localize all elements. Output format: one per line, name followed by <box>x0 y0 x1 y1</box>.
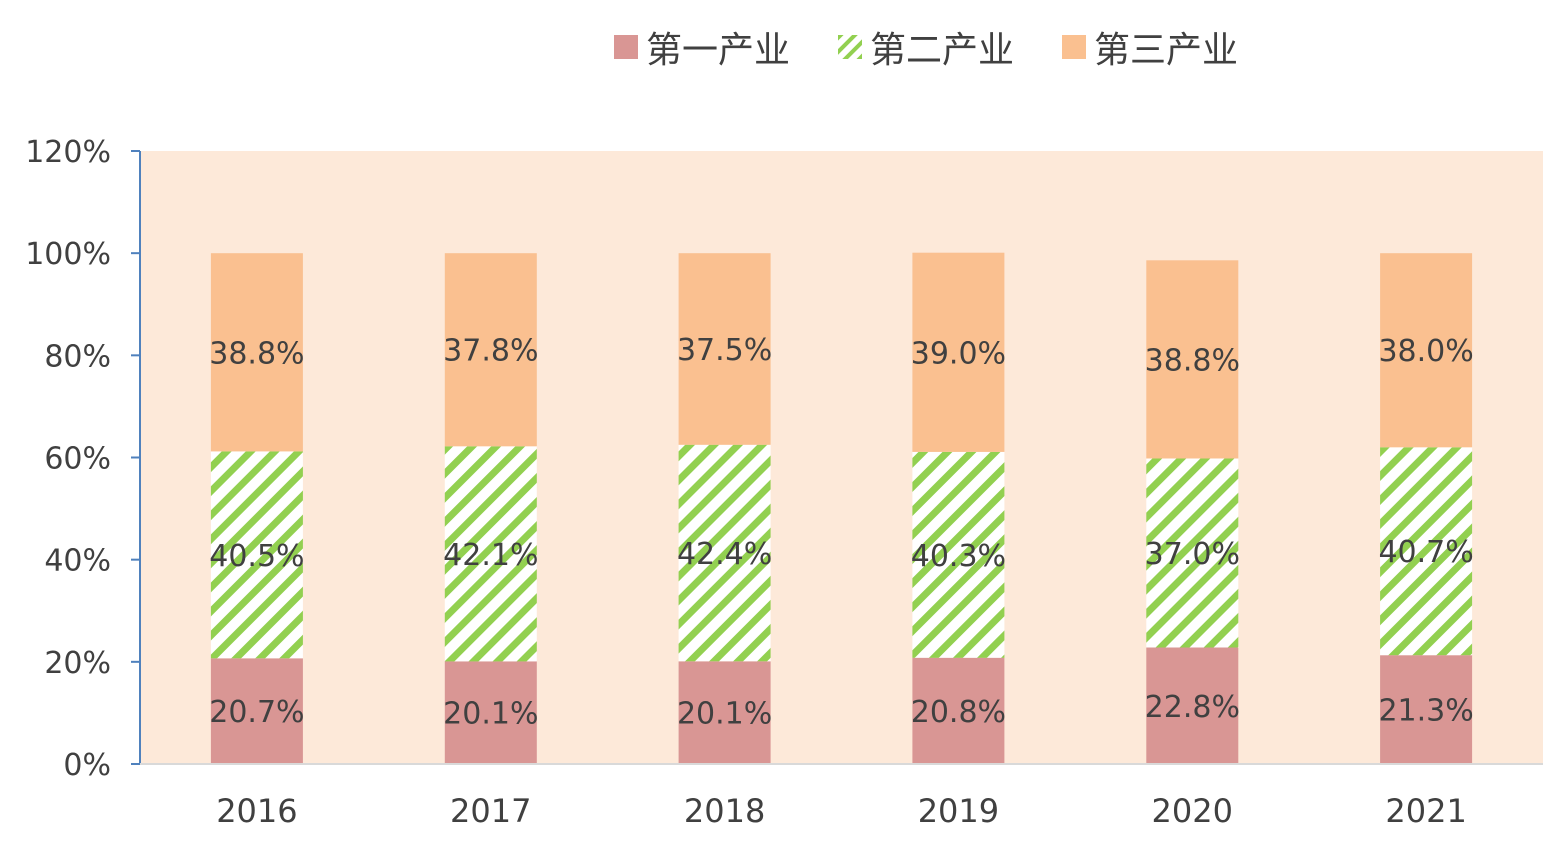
bar-series2-2016 <box>210 451 303 659</box>
legend-swatch-tertiary-industry <box>1062 35 1086 59</box>
y-tick-label: 120% <box>25 135 111 170</box>
data-label-series1-2020: 22.8% <box>1145 690 1240 725</box>
x-tick-label: 2019 <box>918 792 999 830</box>
data-label-series3-2019: 39.0% <box>911 336 1006 371</box>
data-label-series3-2021: 38.0% <box>1378 334 1473 369</box>
bar-series3-2020 <box>1146 260 1239 459</box>
legend-label-tertiary-industry: 第三产业 <box>1094 30 1239 71</box>
bar-series3-2021 <box>1380 253 1473 448</box>
data-label-series3-2018: 37.5% <box>677 333 772 368</box>
legend-swatch-secondary-industry <box>837 35 862 59</box>
data-label-series1-2017: 20.1% <box>443 697 538 732</box>
bar-series2-2021 <box>1380 447 1473 656</box>
x-tick-label: 2016 <box>216 792 297 830</box>
data-label-series1-2016: 20.7% <box>209 695 304 730</box>
bar-series3-2019 <box>912 252 1005 452</box>
bar-series3-2018 <box>678 253 771 445</box>
y-axis: 0% 20% 40% 60% 80% 100% 120% <box>25 135 141 783</box>
plot-area <box>140 151 1543 764</box>
bar-series2-2017 <box>444 446 537 662</box>
y-tick-label: 60% <box>44 442 111 477</box>
data-label-series1-2018: 20.1% <box>677 697 772 732</box>
x-tick-label: 2018 <box>684 792 765 830</box>
x-axis: 2016 2017 2018 2019 2020 2021 <box>140 763 1543 830</box>
bar-series1-2019 <box>912 657 1005 764</box>
legend-label-primary-industry: 第一产业 <box>645 30 790 71</box>
y-tick-label: 0% <box>63 748 111 783</box>
bar-series1-2017 <box>444 661 537 764</box>
bar-series1-2021 <box>1380 655 1473 764</box>
data-label-series2-2016: 40.5% <box>209 539 304 574</box>
data-label-series1-2021: 21.3% <box>1378 694 1473 729</box>
data-labels-group: 20.7% 40.5% 38.8% 20.1% 42.1% 37.8% 20.1% 42.4%… <box>209 333 1474 732</box>
data-label-series3-2017: 37.8% <box>443 334 538 369</box>
legend-swatch-primary-industry <box>613 35 638 59</box>
legend-item-tertiary-industry: 第三产业 <box>1062 21 1238 73</box>
x-tick-label: 2021 <box>1385 792 1466 830</box>
bars-group <box>210 252 1473 764</box>
x-tick-label: 2020 <box>1152 792 1233 830</box>
bar-series1-2018 <box>678 661 771 764</box>
y-tick-label: 20% <box>44 646 111 681</box>
legend-item-secondary-industry: 第二产业 <box>837 21 1014 73</box>
legend: 第一产业 第二产业 第三产业 <box>0 22 1567 72</box>
legend-item-primary-industry: 第一产业 <box>613 21 790 73</box>
data-label-series3-2020: 38.8% <box>1145 343 1240 378</box>
x-tick-label: 2017 <box>450 792 531 830</box>
y-tick-label: 80% <box>44 339 111 374</box>
bar-series3-2016 <box>210 253 303 452</box>
y-tick-label: 40% <box>44 544 111 579</box>
bar-series2-2020 <box>1146 458 1239 648</box>
y-tick-label: 100% <box>25 237 111 272</box>
data-label-series2-2019: 40.3% <box>911 539 1006 574</box>
data-label-series2-2021: 40.7% <box>1378 535 1473 570</box>
data-label-series2-2017: 42.1% <box>443 538 538 573</box>
data-label-series2-2018: 42.4% <box>677 537 772 572</box>
bar-series1-2020 <box>1146 647 1239 764</box>
bar-series3-2017 <box>444 253 537 447</box>
data-label-series1-2019: 20.8% <box>911 695 1006 730</box>
bar-series2-2018 <box>678 444 771 662</box>
bar-series2-2019 <box>912 451 1005 658</box>
data-label-series2-2020: 37.0% <box>1145 537 1240 572</box>
data-label-series3-2016: 38.8% <box>209 336 304 371</box>
bar-series1-2016 <box>210 658 303 764</box>
legend-label-secondary-industry: 第二产业 <box>869 30 1014 71</box>
